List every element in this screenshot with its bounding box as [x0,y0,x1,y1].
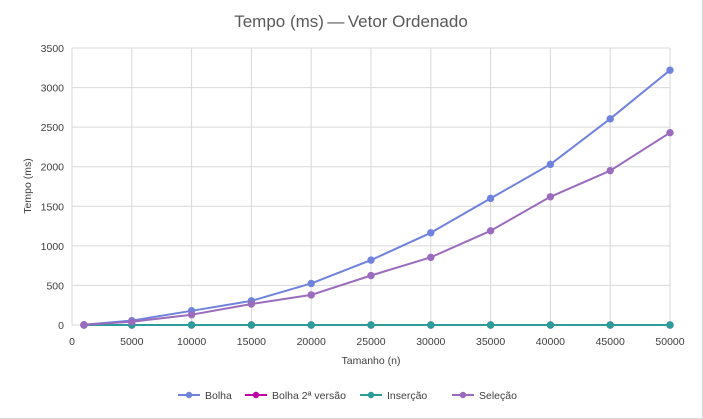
y-tick-label: 1500 [41,201,65,213]
y-tick-label: 500 [46,280,64,292]
data-point [666,128,674,137]
legend-marker [185,391,193,399]
legend-marker [459,391,467,399]
x-tick-label: 0 [69,336,75,348]
data-point [606,115,614,123]
chart-title: Tempo (ms) — Vetor Ordenado [234,12,468,31]
x-tick-label: 10000 [177,336,206,348]
y-tick-label: 3000 [41,83,65,95]
y-tick-label: 3500 [41,43,65,55]
legend: Bolha Bolha 2ª versão Inserção Seleção [178,390,517,402]
data-point [546,321,555,329]
data-point [666,66,674,74]
x-tick-label: 40000 [536,336,565,348]
data-point [247,300,256,308]
y-axis-title: Tempo (ms) [22,158,34,213]
data-point [187,311,196,319]
data-point [128,318,136,326]
data-point [606,321,614,329]
legend-marker [367,391,375,399]
y-tick-label: 0 [58,320,64,332]
data-point [367,321,375,329]
x-tick-label: 20000 [297,336,326,348]
x-tick-label: 5000 [120,336,144,348]
y-tick-label: 2500 [41,122,65,134]
x-tick-label: 15000 [237,336,266,348]
data-point [367,271,375,280]
legend-label: Seleção [479,390,517,402]
data-point [486,227,495,235]
data-point [606,166,614,175]
legend-label: Bolha [205,390,232,402]
x-tick-label: 50000 [655,336,684,348]
data-point [546,160,555,169]
x-tick-label: 30000 [416,336,445,348]
data-point [307,291,315,299]
series-line [83,69,671,326]
data-point [427,229,435,237]
data-point [427,253,435,262]
data-point [80,321,88,329]
data-point [307,279,315,288]
x-tick-label: 45000 [596,336,625,348]
data-point [187,321,196,329]
legend-label: Inserção [387,390,427,402]
series-line [83,131,671,326]
x-tick-label: 25000 [356,336,385,348]
data-point [367,256,375,264]
data-point [546,193,555,201]
y-tick-label: 1000 [41,241,65,253]
y-tick-label: 2000 [41,162,65,174]
x-axis-title: Tamanho (n) [342,355,401,367]
series-lines [80,66,674,329]
data-point [486,321,495,329]
data-point [486,194,495,203]
data-point [247,321,256,329]
data-point [307,321,315,329]
legend-label: Bolha 2ª versão [272,390,346,402]
x-tick-label: 35000 [476,336,505,348]
grid [71,47,671,326]
data-point [427,321,435,329]
legend-marker [252,391,260,399]
data-point [666,321,674,329]
